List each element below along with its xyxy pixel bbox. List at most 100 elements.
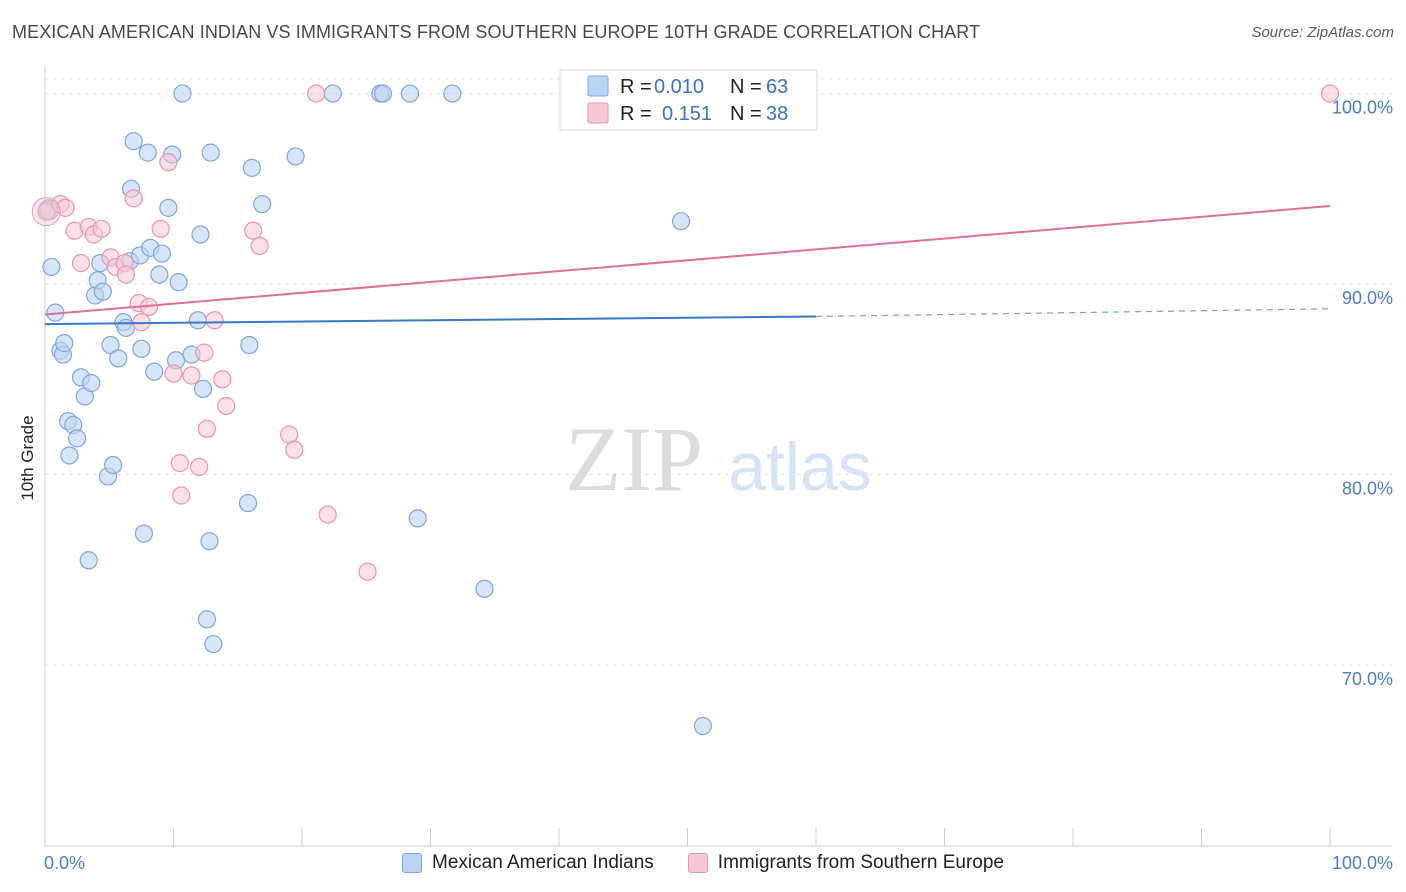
trend-line-blue bbox=[44, 315, 817, 326]
point-blue-61 bbox=[693, 716, 713, 736]
point-blue-33 bbox=[150, 265, 169, 284]
point-blue-32 bbox=[145, 362, 164, 381]
stats-n-label-blue: N = bbox=[730, 76, 762, 98]
point-blue-12 bbox=[79, 551, 98, 570]
point-pink-18 bbox=[164, 364, 183, 383]
point-pink-21 bbox=[182, 366, 201, 385]
point-blue-29 bbox=[134, 524, 154, 543]
point-blue-58 bbox=[443, 84, 462, 103]
stats-legend-swatch-blue bbox=[587, 75, 609, 97]
trend-line-pink bbox=[44, 204, 1331, 316]
x-tick-label-0: 0.0% bbox=[44, 853, 85, 873]
point-blue-51 bbox=[253, 194, 272, 214]
point-pink-7 bbox=[92, 219, 111, 238]
axes: 70.0% 80.0% 90.0% 100.0% 0.0% 100.0% bbox=[44, 65, 1393, 873]
point-blue-7 bbox=[60, 446, 79, 465]
point-blue-20 bbox=[104, 455, 123, 475]
legend-swatch-blue bbox=[402, 853, 423, 873]
point-pink-12 bbox=[124, 189, 143, 208]
point-blue-44 bbox=[197, 610, 217, 629]
point-pink-17 bbox=[159, 153, 178, 172]
x-tick-label-100: 100.0% bbox=[1332, 853, 1393, 873]
point-blue-50 bbox=[242, 158, 261, 177]
point-pink-27 bbox=[217, 396, 236, 416]
point-pink-16 bbox=[151, 219, 170, 238]
point-pink-4 bbox=[71, 254, 91, 273]
stats-r-value-blue: 0.010 bbox=[654, 76, 704, 98]
series-legend: Mexican American Indians Immigrants from… bbox=[0, 852, 1406, 874]
point-blue-17 bbox=[93, 282, 112, 301]
source-credit: Source: ZipAtlas.com bbox=[1251, 24, 1394, 41]
point-pink-cluster bbox=[31, 197, 61, 227]
point-blue-57 bbox=[408, 509, 427, 528]
y-tick-label-90: 90.0% bbox=[1342, 288, 1393, 308]
series-mexican-american-indians bbox=[38, 84, 713, 736]
trend-line-blue-extrapolated bbox=[815, 308, 1331, 318]
stats-r-value-pink: 0.151 bbox=[662, 103, 712, 125]
stats-n-value-pink: 38 bbox=[766, 103, 788, 125]
point-blue-5 bbox=[55, 334, 74, 353]
point-blue-47 bbox=[204, 634, 223, 654]
point-blue-1 bbox=[42, 257, 61, 277]
legend-label-pink: Immigrants from Southern Europe bbox=[717, 852, 1004, 873]
point-pink-34 bbox=[358, 562, 377, 581]
point-pink-22 bbox=[190, 457, 209, 477]
point-blue-38 bbox=[169, 273, 188, 292]
point-blue-35 bbox=[159, 198, 178, 217]
stats-legend: R = 0.010 N = 63 R = 0.151 N = 38 bbox=[559, 69, 818, 131]
point-blue-43 bbox=[193, 379, 213, 398]
legend-swatch-pink bbox=[687, 853, 708, 873]
point-blue-52 bbox=[286, 147, 305, 166]
point-pink-2 bbox=[56, 198, 75, 217]
y-tick-label-80: 80.0% bbox=[1342, 479, 1393, 499]
point-blue-26 bbox=[124, 132, 143, 151]
watermark-atlas: atlas bbox=[728, 429, 872, 505]
point-blue-46 bbox=[201, 143, 220, 162]
point-blue-53 bbox=[323, 84, 342, 103]
point-pink-33 bbox=[318, 505, 337, 524]
watermark: ZIP atlas bbox=[565, 408, 872, 510]
point-pink-26 bbox=[213, 370, 232, 389]
point-blue-42 bbox=[191, 225, 210, 244]
point-pink-31 bbox=[285, 440, 304, 459]
point-blue-56 bbox=[400, 84, 420, 103]
point-blue-60 bbox=[671, 212, 691, 231]
point-pink-20 bbox=[172, 486, 191, 505]
point-blue-55 bbox=[373, 84, 393, 103]
stats-r-label-blue: R = bbox=[620, 76, 652, 98]
y-tick-label-100: 100.0% bbox=[1332, 98, 1393, 118]
point-blue-9 bbox=[68, 429, 87, 448]
stats-n-label-pink: N = bbox=[730, 103, 762, 125]
point-blue-21 bbox=[109, 349, 128, 368]
point-blue-13 bbox=[82, 374, 101, 393]
series-immigrants-southern-europe bbox=[31, 84, 1340, 581]
stats-n-value-blue: 63 bbox=[766, 76, 788, 98]
point-pink-28 bbox=[244, 221, 263, 240]
point-blue-39 bbox=[173, 84, 192, 103]
point-blue-23 bbox=[116, 318, 136, 337]
legend-item-immigrants-southern-europe: Immigrants from Southern Europe bbox=[687, 852, 1004, 874]
trend-lines bbox=[44, 204, 1331, 326]
stats-r-label-pink: R = bbox=[620, 103, 652, 125]
point-pink-23 bbox=[195, 343, 214, 362]
point-pink-24 bbox=[197, 419, 217, 438]
point-blue-45 bbox=[200, 532, 219, 551]
point-blue-59 bbox=[475, 579, 494, 598]
point-pink-29 bbox=[250, 236, 269, 256]
point-pink-11 bbox=[116, 265, 136, 284]
y-tick-label-70: 70.0% bbox=[1342, 669, 1393, 689]
point-pink-32 bbox=[307, 84, 326, 103]
point-blue-30 bbox=[138, 143, 157, 162]
point-pink-30 bbox=[280, 425, 299, 444]
point-blue-49 bbox=[240, 335, 259, 355]
watermark-zip: ZIP bbox=[565, 408, 703, 510]
point-pink-25 bbox=[205, 311, 224, 330]
stats-legend-swatch-pink bbox=[587, 102, 609, 124]
point-blue-34 bbox=[152, 244, 172, 263]
point-blue-41 bbox=[188, 311, 208, 330]
legend-item-mexican-american-indians: Mexican American Indians bbox=[402, 852, 654, 874]
chart-title: MEXICAN AMERICAN INDIAN VS IMMIGRANTS FR… bbox=[12, 22, 981, 42]
legend-label-blue: Mexican American Indians bbox=[432, 852, 654, 873]
point-blue-28 bbox=[132, 339, 151, 358]
